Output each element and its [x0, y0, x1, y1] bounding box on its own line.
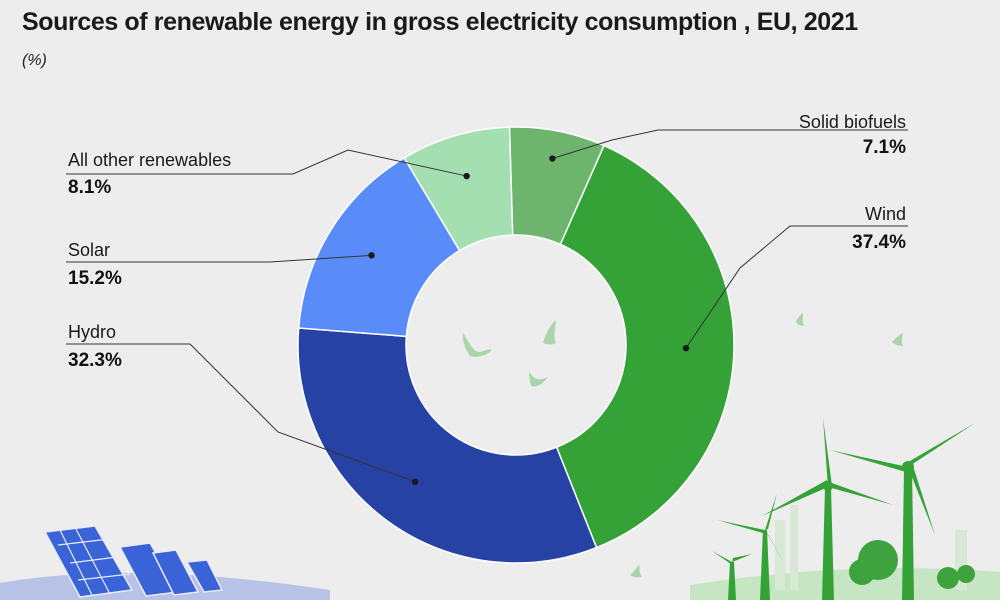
callout-lines	[66, 129, 908, 486]
donut-slice-wind	[555, 144, 735, 549]
slice-name: Solid biofuels	[799, 112, 906, 132]
slice-name: Wind	[865, 204, 906, 224]
chart-title: Sources of renewable energy in gross ele…	[22, 8, 858, 36]
slice-name: Hydro	[68, 322, 116, 342]
callout-line-wind	[685, 225, 908, 349]
slice-value: 8.1%	[68, 177, 111, 198]
birds-illustration	[462, 313, 903, 578]
slice-value: 32.3%	[68, 350, 122, 371]
callout-anchor-dot	[368, 252, 375, 259]
slice-label-solar: Solar 15.2%	[68, 240, 122, 289]
callout-line-solar	[66, 254, 372, 263]
slice-name: Solar	[68, 240, 110, 260]
callout-line-all-other-renewables	[66, 149, 467, 177]
slice-label-other-renewables: All other renewables 8.1%	[68, 150, 231, 198]
renewable-scenery-illustration	[0, 313, 1000, 600]
chart-unit-label: (%)	[22, 52, 47, 69]
donut-slice-all-other-renewables	[403, 126, 514, 252]
slice-value: 7.1%	[863, 137, 906, 158]
solar-panels-illustration	[43, 525, 224, 598]
callout-line-hydro	[66, 343, 416, 483]
wind-farm-illustration	[690, 418, 1000, 600]
callout-anchor-dot	[682, 344, 690, 352]
slice-label-wind: Wind 37.4%	[852, 204, 906, 253]
slice-label-hydro: Hydro 32.3%	[68, 322, 122, 371]
callout-anchor-dot	[411, 478, 419, 486]
slice-name: All other renewables	[68, 150, 231, 170]
donut-chart	[297, 126, 735, 564]
callout-anchor-dot	[549, 155, 556, 162]
donut-slice-hydro	[297, 327, 598, 564]
callout-line-solid-biofuels	[552, 129, 908, 159]
callout-anchor-dot	[463, 172, 470, 180]
slice-label-solid-biofuels: Solid biofuels 7.1%	[799, 112, 906, 158]
slice-value: 15.2%	[68, 268, 122, 289]
slice-value: 37.4%	[852, 232, 906, 253]
